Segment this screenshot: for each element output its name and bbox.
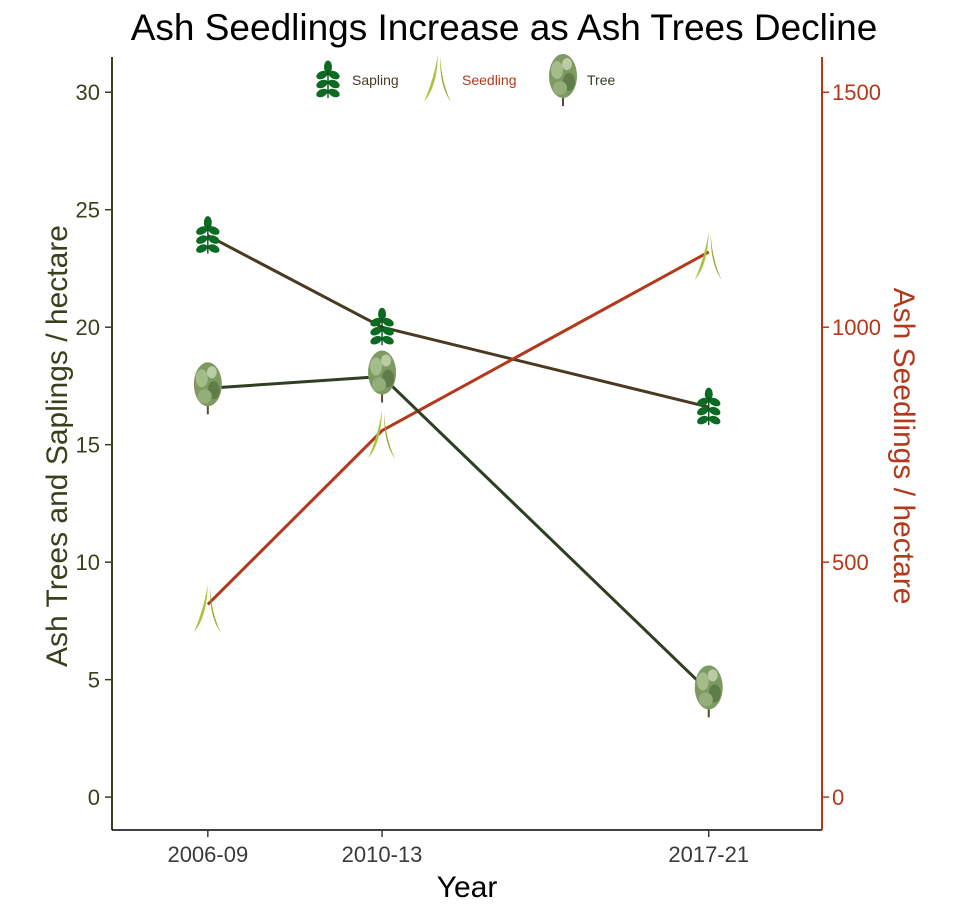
legend-grass-blade-icon <box>424 54 451 102</box>
left-tick-label: 30 <box>76 80 100 105</box>
x-tick-label: 2006-09 <box>167 842 248 867</box>
tree-marker-icon <box>367 349 398 404</box>
seedling-line <box>206 250 710 606</box>
left-y-axis-ticks: 0 5 10 15 20 25 30 <box>76 80 112 810</box>
tree-line <box>207 374 710 693</box>
right-y-axis-ticks: 0 500 1000 1500 <box>822 80 881 810</box>
left-tick-label: 5 <box>88 668 100 693</box>
right-tick-label: 1000 <box>832 315 881 340</box>
legend-tree-icon <box>548 53 578 107</box>
legend-item-tree: Tree <box>548 53 615 107</box>
legend-ash-leaf-icon <box>314 59 342 100</box>
tree-marker-icon <box>192 361 223 416</box>
series-lines <box>206 234 710 693</box>
chart-title: Ash Seedlings Increase as Ash Trees Decl… <box>131 7 878 48</box>
legend-item-seedling: Seedling <box>424 54 517 102</box>
tree-marker-icon <box>693 664 724 719</box>
sapling-line <box>207 234 710 409</box>
series-markers <box>192 215 724 719</box>
left-tick-label: 20 <box>76 315 100 340</box>
x-axis-title: Year <box>437 871 498 904</box>
left-tick-label: 10 <box>76 550 100 575</box>
right-tick-label: 0 <box>832 785 844 810</box>
legend: Sapling Seedling Tree <box>314 53 615 107</box>
left-tick-label: 25 <box>76 198 100 223</box>
ash-leaf-marker-icon <box>368 306 396 347</box>
grass-blade-marker-icon <box>193 584 221 633</box>
right-tick-label: 1500 <box>832 80 881 105</box>
left-y-axis-title: Ash Trees and Saplings / hectare <box>41 225 74 667</box>
left-tick-label: 15 <box>76 433 100 458</box>
legend-label: Tree <box>587 72 615 88</box>
grass-blade-marker-icon <box>368 410 396 459</box>
left-tick-label: 0 <box>88 785 100 810</box>
x-tick-label: 2010-13 <box>342 842 423 867</box>
right-tick-label: 500 <box>832 550 869 575</box>
legend-item-sapling: Sapling <box>314 59 399 100</box>
legend-label: Sapling <box>352 72 399 88</box>
x-tick-label: 2017-21 <box>668 842 749 867</box>
x-axis-ticks: 2006-09 2010-13 2017-21 <box>167 830 749 867</box>
legend-label: Seedling <box>462 72 517 88</box>
ash-leaf-marker-icon <box>194 215 222 256</box>
right-y-axis-title: Ash Seedlings / hectare <box>887 288 920 605</box>
ash-leaf-marker-icon <box>695 386 723 427</box>
